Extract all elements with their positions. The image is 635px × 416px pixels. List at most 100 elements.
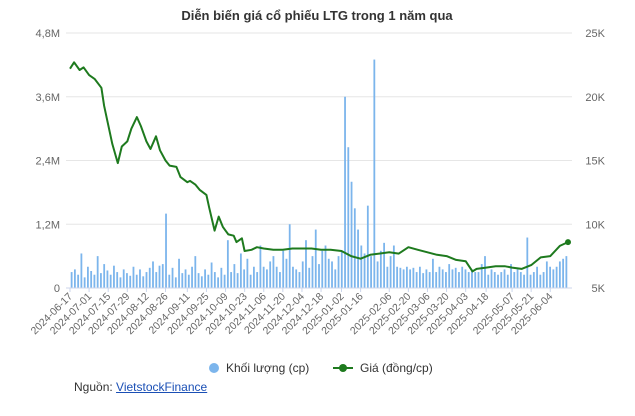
volume-bar [321, 250, 324, 288]
volume-bar [552, 269, 555, 288]
right-tick-label: 5K [592, 283, 606, 295]
volume-bar [187, 274, 190, 288]
volume-bar [519, 272, 522, 288]
volume-bar [142, 276, 145, 288]
left-tick-label: 3,6M [36, 92, 60, 104]
volume-bar [402, 269, 405, 288]
volume-bar [425, 269, 428, 288]
volume-bar [399, 267, 402, 288]
volume-bar [428, 272, 431, 288]
volume-bar [249, 274, 252, 288]
volume-bar [152, 261, 154, 288]
volume-bar [259, 245, 262, 288]
volume-bar [178, 258, 180, 288]
volume-bar [366, 205, 369, 288]
volume-bar [441, 269, 444, 288]
right-tick-label: 25K [585, 28, 605, 40]
source-link[interactable]: VietstockFinance [116, 380, 208, 394]
volume-bar [210, 262, 213, 288]
volume-bar [318, 264, 320, 288]
volume-bar [275, 266, 278, 288]
price-line [69, 61, 571, 273]
right-tick-label: 20K [585, 92, 605, 104]
volume-bar [139, 269, 141, 288]
volume-bar [145, 272, 148, 288]
volume-bar [256, 272, 259, 288]
volume-bar [344, 96, 346, 288]
volume-bar [565, 256, 568, 288]
volume-bar [113, 265, 115, 288]
volume-bar [493, 272, 496, 288]
volume-bar [90, 271, 93, 288]
volume-bar [363, 253, 366, 288]
source-label: Nguồn: [74, 380, 113, 394]
volume-bar [386, 266, 389, 288]
volume-bar [506, 274, 509, 288]
volume-bar [122, 269, 125, 288]
right-tick-label: 10K [585, 219, 605, 231]
volume-bar [135, 274, 138, 288]
legend-price-marker [339, 364, 347, 372]
volume-bar [529, 274, 532, 288]
volume-bar [230, 272, 233, 288]
volume-bar [383, 242, 385, 288]
volume-bar [461, 266, 464, 288]
volume-bar [337, 256, 340, 288]
volume-bar [542, 272, 545, 288]
source-line: Nguồn: VietstockFinance [74, 380, 207, 394]
volume-bar [181, 273, 184, 288]
volume-bar [70, 272, 73, 288]
volume-bar [272, 256, 275, 288]
volume-bar [295, 269, 298, 288]
volume-bar [298, 272, 301, 288]
chart-title: Diễn biến giá cổ phiếu LTG trong 1 năm q… [181, 8, 453, 23]
volume-bar [103, 264, 106, 288]
volume-bar [360, 245, 363, 288]
volume-bar [96, 256, 99, 288]
left-axis: 0 1,2M 2,4M 3,6M 4,8M [36, 28, 60, 295]
volume-bar [409, 269, 412, 288]
volume-bar [126, 273, 128, 288]
left-tick-label: 4,8M [36, 28, 60, 40]
volume-bar [510, 264, 512, 288]
volume-bar [77, 274, 80, 288]
volume-bar [191, 266, 193, 288]
volume-bar [129, 275, 132, 288]
volume-bar [171, 267, 174, 288]
volume-bar [292, 266, 294, 288]
volume-bar [213, 272, 216, 288]
volume-bar [233, 264, 236, 288]
volume-bar [220, 267, 223, 288]
volume-bar [392, 245, 395, 288]
volume-bar [239, 253, 242, 288]
volume-bar [155, 272, 158, 288]
volume-bar [324, 245, 327, 288]
volume-bar [549, 266, 551, 288]
volume-bar [467, 272, 470, 288]
volume-bar [93, 274, 96, 288]
volume-bar [523, 274, 525, 288]
volume-bar [353, 208, 356, 288]
volume-bar [448, 264, 451, 288]
volume-bar [132, 266, 135, 288]
volume-bar [500, 272, 503, 288]
volume-bar [458, 272, 460, 288]
left-tick-label: 2,4M [36, 156, 60, 168]
volume-bar [226, 240, 229, 288]
volume-bar [301, 261, 304, 288]
volume-bar [445, 272, 447, 288]
legend-item-volume[interactable]: Khối lượng (cp) [209, 361, 309, 375]
volume-bar [87, 266, 89, 288]
volume-bar [262, 266, 265, 288]
volume-bar [373, 59, 376, 288]
volume-bar [168, 274, 171, 288]
volume-bar [116, 272, 119, 288]
volume-bar [184, 269, 187, 288]
legend-item-price[interactable]: Giá (đồng/cp) [333, 361, 433, 375]
volume-bar [204, 269, 206, 288]
volume-bar [194, 256, 197, 288]
volume-bar [197, 273, 200, 288]
volume-bar [288, 224, 291, 288]
volume-bar [80, 253, 83, 288]
volume-bar [305, 240, 307, 288]
